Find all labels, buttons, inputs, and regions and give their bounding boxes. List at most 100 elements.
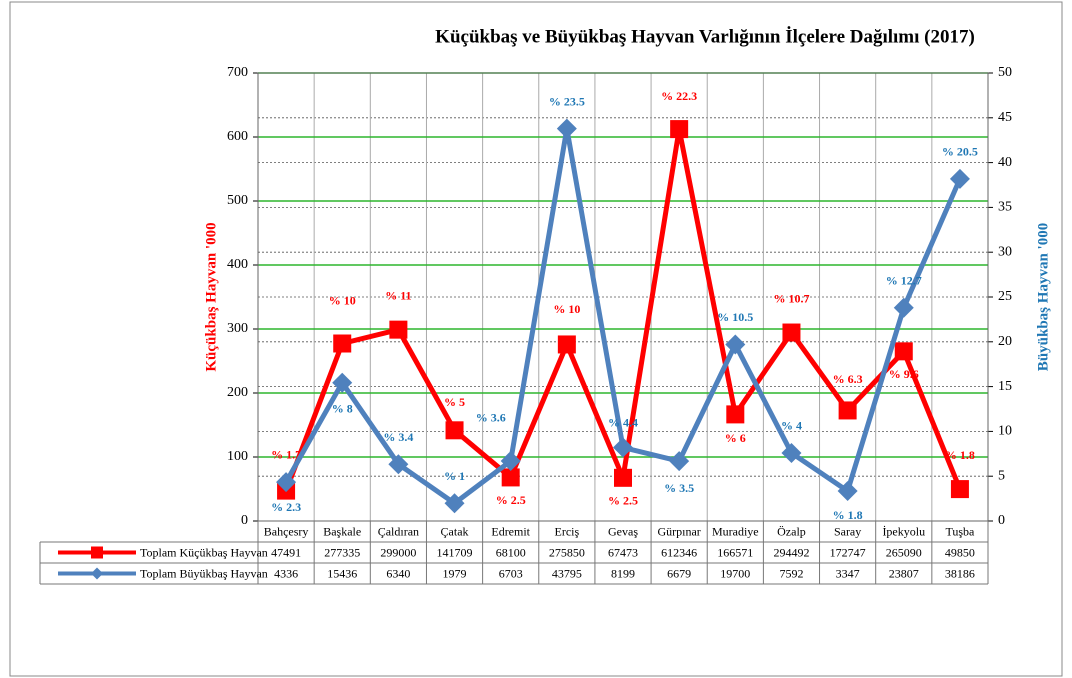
y2-tick-label: 50 bbox=[998, 65, 1012, 80]
legend-label: Toplam Büyükbaş Hayvan bbox=[140, 566, 268, 580]
table-value: 68100 bbox=[496, 545, 526, 559]
percent-label: % 3.5 bbox=[664, 481, 694, 495]
table-value: 141709 bbox=[437, 545, 473, 559]
y-tick-label: 700 bbox=[227, 65, 248, 80]
y2-tick-label: 35 bbox=[998, 200, 1012, 215]
percent-label: % 6.3 bbox=[833, 372, 863, 386]
marker bbox=[838, 401, 857, 420]
percent-label: % 1.7 bbox=[271, 447, 301, 461]
x-tick-label: Özalp bbox=[777, 524, 806, 538]
marker bbox=[614, 468, 632, 487]
marker bbox=[670, 120, 689, 139]
marker bbox=[500, 450, 521, 471]
y-axis-label: Küçükbaş Hayvan '000 bbox=[203, 222, 219, 371]
marker bbox=[557, 335, 576, 354]
plot-border bbox=[257, 72, 989, 522]
x-tick-label: Muradiye bbox=[712, 524, 759, 538]
x-tick-label: Gürpınar bbox=[657, 524, 700, 538]
legend-marker bbox=[91, 567, 103, 580]
table-value: 8199 bbox=[611, 566, 635, 580]
y2-tick-label: 20 bbox=[998, 334, 1012, 349]
x-tick-label: Saray bbox=[834, 524, 861, 538]
y-tick-label: 100 bbox=[227, 449, 248, 464]
legend-label: Toplam Küçükbaş Hayvan bbox=[140, 545, 268, 559]
marker bbox=[725, 334, 746, 355]
table-value: 6679 bbox=[667, 566, 691, 580]
percent-label: % 8 bbox=[332, 401, 353, 415]
percent-label: % 3.4 bbox=[383, 430, 413, 444]
table-value: 7592 bbox=[779, 566, 803, 580]
percent-label: % 12.7 bbox=[886, 273, 922, 287]
percent-label: % 20.5 bbox=[942, 145, 978, 159]
x-tick-label: Çatak bbox=[441, 524, 469, 538]
marker bbox=[781, 442, 802, 463]
chart-frame bbox=[9, 1, 1063, 677]
y2-tick-label: 0 bbox=[998, 513, 1005, 528]
table-value: 1979 bbox=[443, 566, 467, 580]
marker bbox=[388, 454, 409, 475]
marker bbox=[389, 320, 408, 339]
percent-label: % 22.3 bbox=[661, 89, 697, 103]
table-value: 47491 bbox=[271, 545, 301, 559]
y-tick-label: 0 bbox=[241, 513, 248, 528]
marker bbox=[894, 342, 913, 361]
table-value: 265090 bbox=[886, 545, 922, 559]
marker bbox=[950, 480, 969, 499]
x-tick-label: Edremit bbox=[491, 524, 530, 538]
percent-label: % 2.3 bbox=[271, 500, 301, 514]
x-tick-label: Çaldıran bbox=[378, 524, 419, 538]
y2-tick-label: 45 bbox=[998, 110, 1012, 125]
x-tick-label: Tuşba bbox=[945, 524, 975, 538]
table-value: 3347 bbox=[836, 566, 860, 580]
percent-label: % 10.5 bbox=[717, 310, 753, 324]
y-tick-label: 300 bbox=[227, 321, 248, 336]
marker bbox=[276, 472, 297, 493]
y2-tick-label: 5 bbox=[998, 468, 1005, 483]
percent-label: % 1.8 bbox=[945, 448, 975, 462]
marker bbox=[332, 372, 353, 393]
legend-marker bbox=[91, 546, 103, 559]
percent-label: % 4 bbox=[781, 419, 802, 433]
x-tick-label: Başkale bbox=[323, 524, 361, 538]
percent-label: % 1 bbox=[444, 469, 465, 483]
table-value: 166571 bbox=[717, 545, 753, 559]
marker bbox=[444, 493, 465, 514]
table-value: 67473 bbox=[608, 545, 638, 559]
table-value: 43795 bbox=[552, 566, 582, 580]
table-value: 6340 bbox=[386, 566, 410, 580]
percent-label: % 11 bbox=[385, 288, 411, 302]
percent-label: % 2.5 bbox=[496, 493, 526, 507]
percent-label: % 9.6 bbox=[889, 367, 919, 381]
table-value: 4336 bbox=[274, 566, 298, 580]
y-tick-label: 600 bbox=[227, 129, 248, 144]
table-value: 23807 bbox=[889, 566, 919, 580]
table-value: 612346 bbox=[661, 545, 697, 559]
x-tick-label: İpekyolu bbox=[882, 524, 925, 538]
percent-label: % 10 bbox=[329, 293, 356, 307]
marker bbox=[782, 323, 801, 342]
marker bbox=[556, 118, 577, 139]
table-value: 6703 bbox=[499, 566, 523, 580]
y2-tick-label: 25 bbox=[998, 289, 1012, 304]
percent-label: % 5 bbox=[444, 395, 465, 409]
y2-tick-label: 10 bbox=[998, 424, 1012, 439]
percent-label: % 10 bbox=[553, 302, 580, 316]
marker bbox=[333, 334, 352, 353]
y-tick-label: 200 bbox=[227, 385, 248, 400]
y2-tick-label: 30 bbox=[998, 244, 1012, 259]
table-value: 19700 bbox=[720, 566, 750, 580]
percent-label: % 6 bbox=[725, 431, 746, 445]
percent-label: % 2.5 bbox=[608, 494, 638, 508]
y2-axis-label: Büyükbaş Hayvan '000 bbox=[1035, 223, 1051, 371]
chart-title: Küçükbaş ve Büyükbaş Hayvan Varlığının İ… bbox=[435, 26, 975, 47]
marker bbox=[501, 468, 520, 487]
y2-tick-label: 40 bbox=[998, 155, 1012, 170]
table-value: 299000 bbox=[380, 545, 416, 559]
table-value: 294492 bbox=[773, 545, 809, 559]
marker bbox=[613, 437, 633, 458]
table-value: 15436 bbox=[327, 566, 357, 580]
table-value: 277335 bbox=[324, 545, 360, 559]
marker bbox=[949, 168, 970, 189]
x-tick-label: Gevaş bbox=[608, 524, 638, 538]
